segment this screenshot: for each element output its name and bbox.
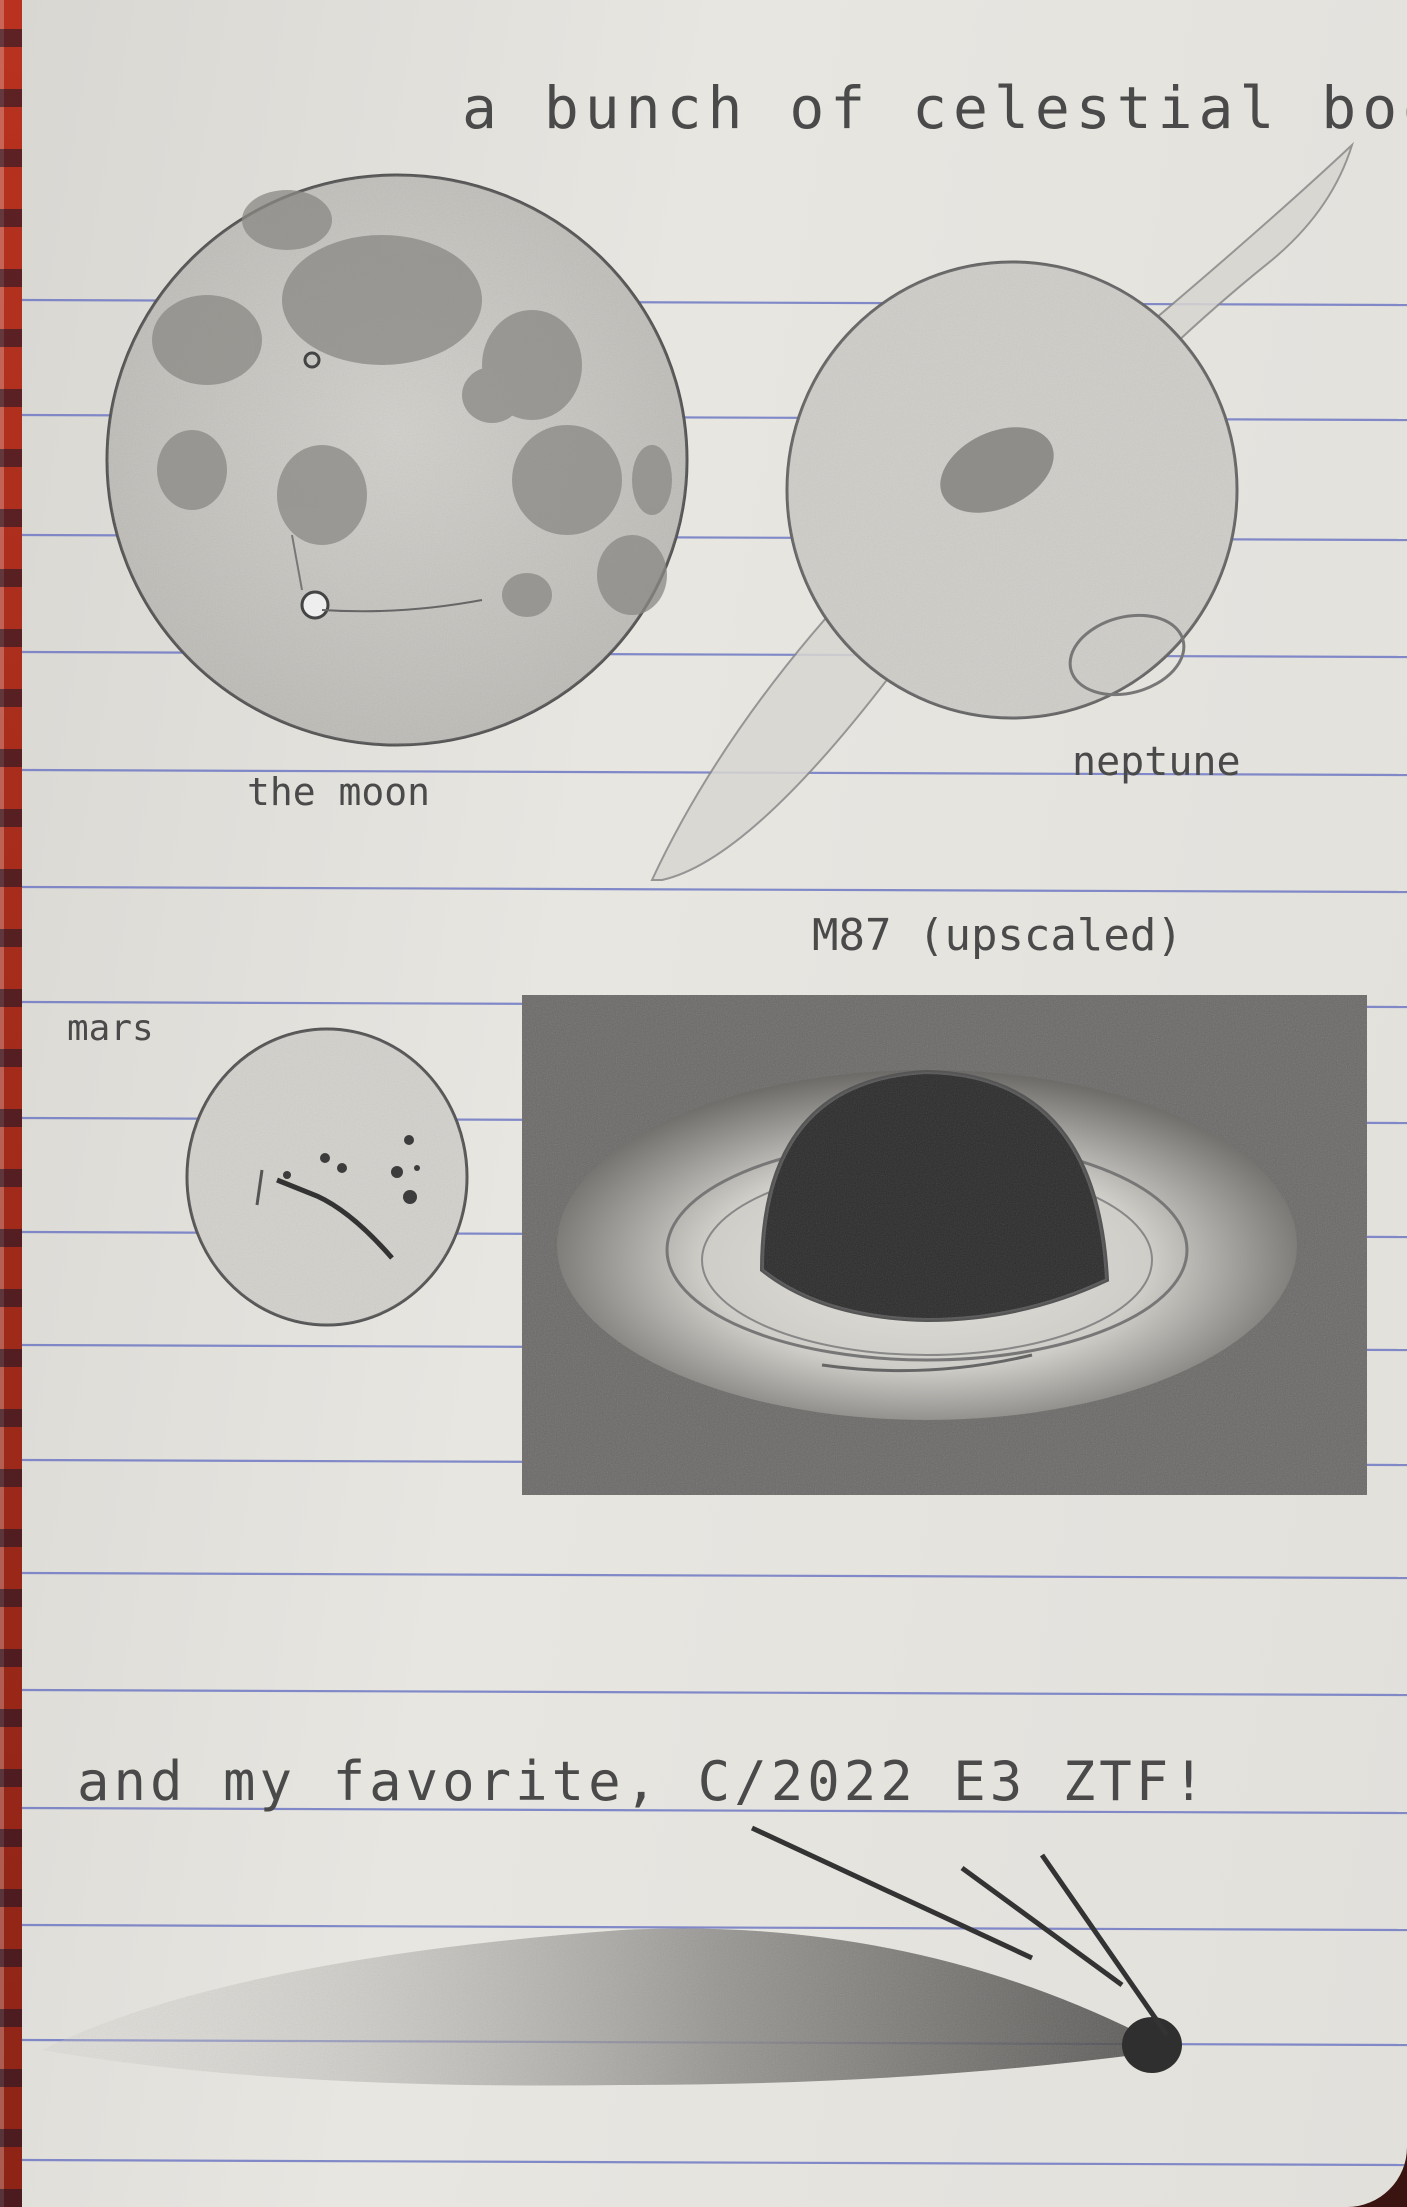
comet-sketch xyxy=(42,1825,1182,2086)
mars-label: mars xyxy=(67,1008,154,1049)
page-title: a bunch of celestial bodies xyxy=(462,74,1407,142)
m87-label: M87 (upscaled) xyxy=(812,910,1183,961)
moon-label: the moon xyxy=(247,770,430,814)
comet-caption: and my favorite, C/2022 E3 ZTF! xyxy=(77,1750,1209,1813)
sketch-canvas: a bunch of celestial bodies xyxy=(22,74,1407,2167)
neptune-label: neptune xyxy=(1072,739,1241,785)
m87-black-hole-sketch xyxy=(522,995,1367,1495)
neptune-sketch xyxy=(650,141,1355,881)
moon-sketch xyxy=(105,173,689,747)
mars-sketch xyxy=(185,1027,469,1327)
notebook-page: a bunch of celestial bodies xyxy=(22,0,1407,2207)
